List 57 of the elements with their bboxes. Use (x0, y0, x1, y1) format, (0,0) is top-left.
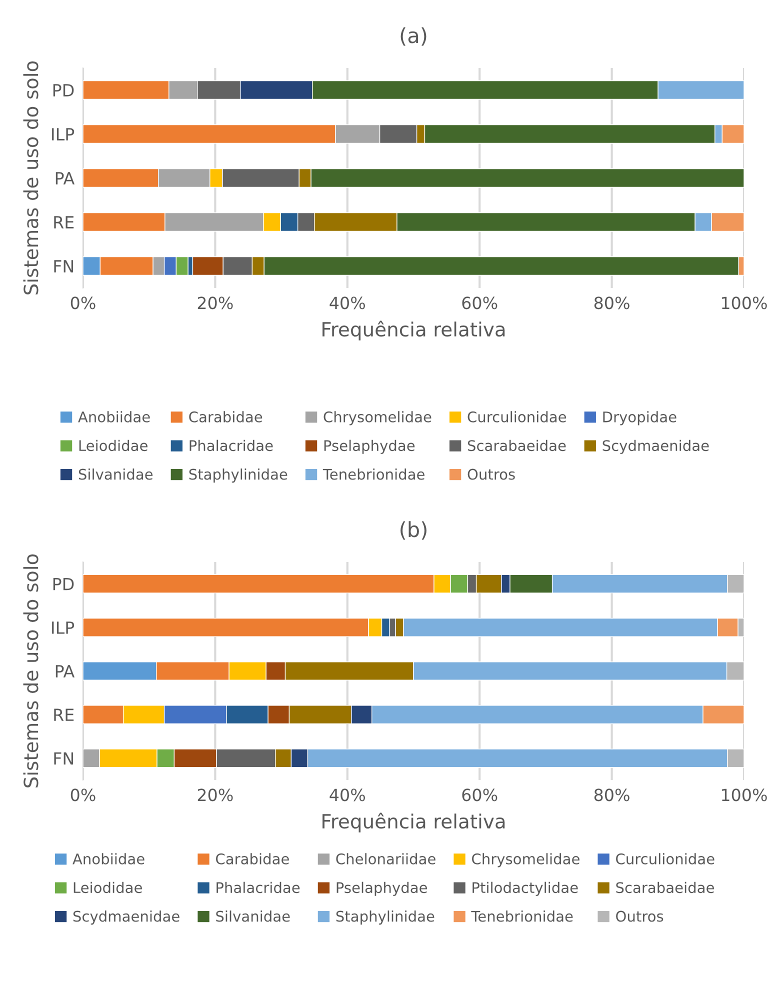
legend-label: Carabidae (216, 853, 289, 864)
x-tick-label: 80% (594, 788, 630, 802)
legend-label: Chelonariidae (336, 853, 436, 864)
legend-label: Leiodidae (74, 882, 142, 894)
legend-label: Carabidae (189, 411, 262, 422)
y-tick-label: ILP (52, 128, 74, 140)
legend-label: Ptilodactylidae (472, 882, 578, 896)
legend-label: Phalacridae (216, 882, 300, 894)
legend-label: Staphylinidae (189, 468, 288, 483)
legend-label: Tenebrionidae (471, 910, 573, 922)
legend-label: Anobiidae (72, 853, 144, 864)
legend-label: Staphylinidae (336, 910, 434, 925)
legend-label: Scydmaenidae (73, 910, 180, 925)
x-tick-label: 20% (198, 788, 233, 802)
x-tick-label: 40% (330, 788, 365, 802)
y-tick-label: FN (54, 752, 74, 765)
y-tick-label: PD (53, 84, 74, 96)
y-axis-title: Sistemas de uso do solo (23, 554, 38, 788)
x-tick-label: 0% (70, 296, 96, 310)
x-tick-label: 80% (594, 296, 630, 310)
y-tick-label: PA (56, 172, 75, 184)
legend-label: Phalacridae (190, 440, 273, 452)
legend-label: Silvanidae (216, 910, 290, 922)
y-tick-label: PD (53, 578, 74, 590)
x-tick-label: 100% (722, 296, 767, 310)
y-tick-label: RE (54, 216, 74, 228)
legend-label: Tenebrionidae (322, 468, 424, 480)
legend-label: Leiodidae (79, 440, 148, 452)
x-tick-label: 60% (462, 788, 498, 802)
x-tick-label: 60% (462, 296, 498, 310)
legend-label: Scarabaeidae (616, 882, 714, 894)
legend-label: Dryopidae (603, 411, 676, 426)
legend-label: Curculionidae (468, 411, 566, 422)
y-tick-label: FN (54, 260, 74, 272)
legend-label: Pselaphydae (336, 882, 427, 896)
legend-label: Anobiidae (78, 411, 150, 422)
chart-title: (a) (400, 27, 426, 46)
x-tick-label: 100% (722, 788, 767, 802)
y-axis-title: Sistemas de uso do solo (23, 61, 38, 294)
x-tick-label: 20% (198, 296, 233, 310)
y-tick-label: PA (56, 665, 75, 678)
legend-label: Curculionidae (616, 853, 714, 864)
x-axis-title: Frequência relativa (322, 812, 505, 832)
legend-label: Chrysomelidae (324, 411, 432, 426)
y-tick-label: RE (54, 708, 74, 721)
x-tick-label: 40% (330, 296, 365, 310)
legend-label: Outros (616, 910, 664, 922)
x-axis-title: Frequência relativa (322, 320, 505, 340)
y-tick-label: ILP (52, 622, 74, 634)
chart-title: (b) (400, 521, 426, 540)
legend-label: Scydmaenidae (602, 440, 709, 454)
x-tick-label: 0% (70, 788, 96, 802)
legend-label: Scarabaeidae (468, 440, 566, 452)
legend-label: Silvanidae (78, 468, 153, 480)
legend-label: Chrysomelidae (472, 853, 580, 868)
legend-label: Outros (468, 468, 515, 480)
legend-label: Pselaphydae (324, 440, 415, 454)
